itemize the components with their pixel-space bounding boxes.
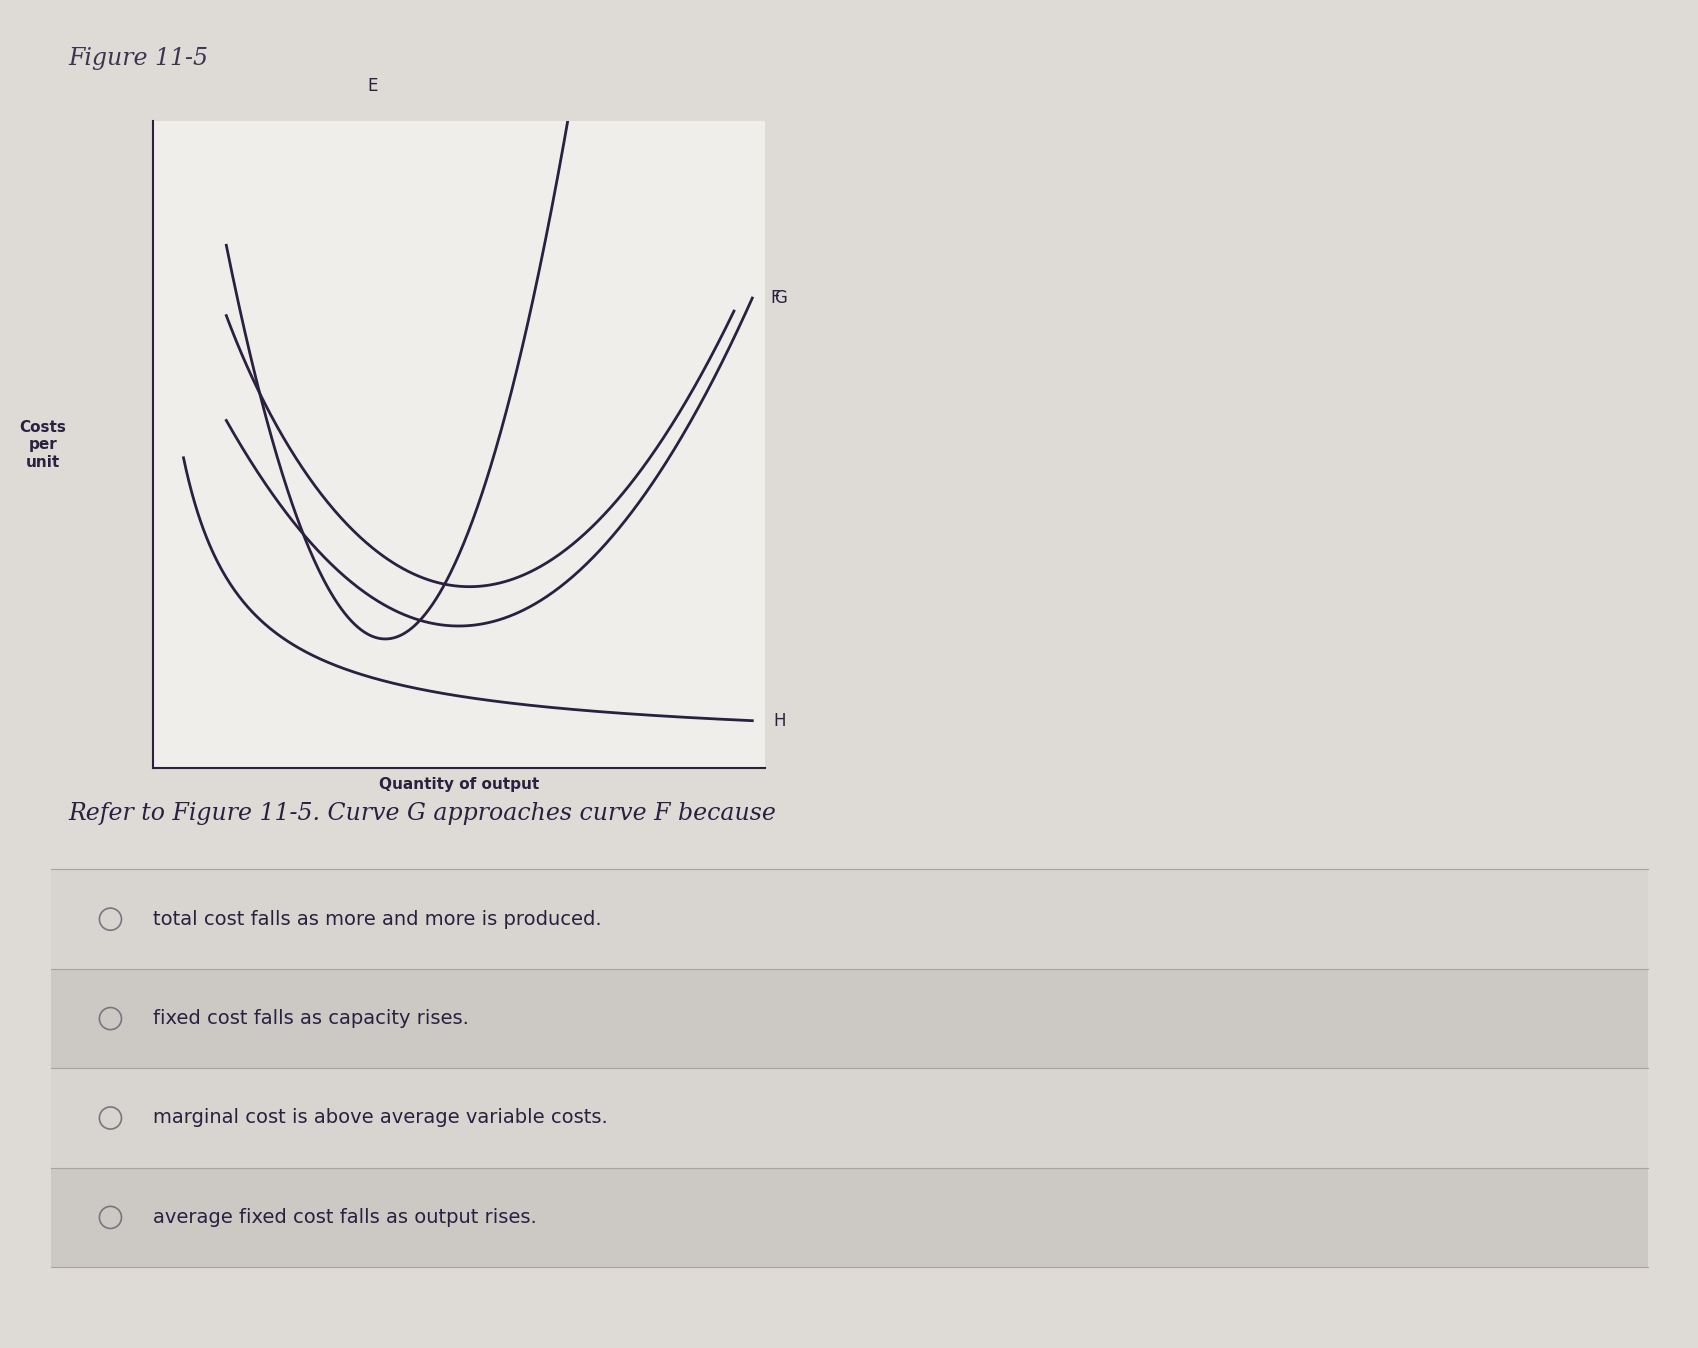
Text: E: E bbox=[367, 77, 377, 96]
Text: Figure 11-5: Figure 11-5 bbox=[68, 47, 207, 70]
Text: G: G bbox=[773, 288, 786, 307]
Text: Costs
per
unit: Costs per unit bbox=[19, 421, 66, 469]
Text: marginal cost is above average variable costs.: marginal cost is above average variable … bbox=[153, 1108, 608, 1127]
X-axis label: Quantity of output: Quantity of output bbox=[379, 776, 538, 791]
Text: H: H bbox=[773, 712, 786, 729]
Text: Refer to Figure 11-5. Curve G approaches curve F because: Refer to Figure 11-5. Curve G approaches… bbox=[68, 802, 776, 825]
Text: average fixed cost falls as output rises.: average fixed cost falls as output rises… bbox=[153, 1208, 537, 1227]
Text: total cost falls as more and more is produced.: total cost falls as more and more is pro… bbox=[153, 910, 601, 929]
Text: fixed cost falls as capacity rises.: fixed cost falls as capacity rises. bbox=[153, 1010, 469, 1029]
Text: F: F bbox=[771, 288, 779, 307]
